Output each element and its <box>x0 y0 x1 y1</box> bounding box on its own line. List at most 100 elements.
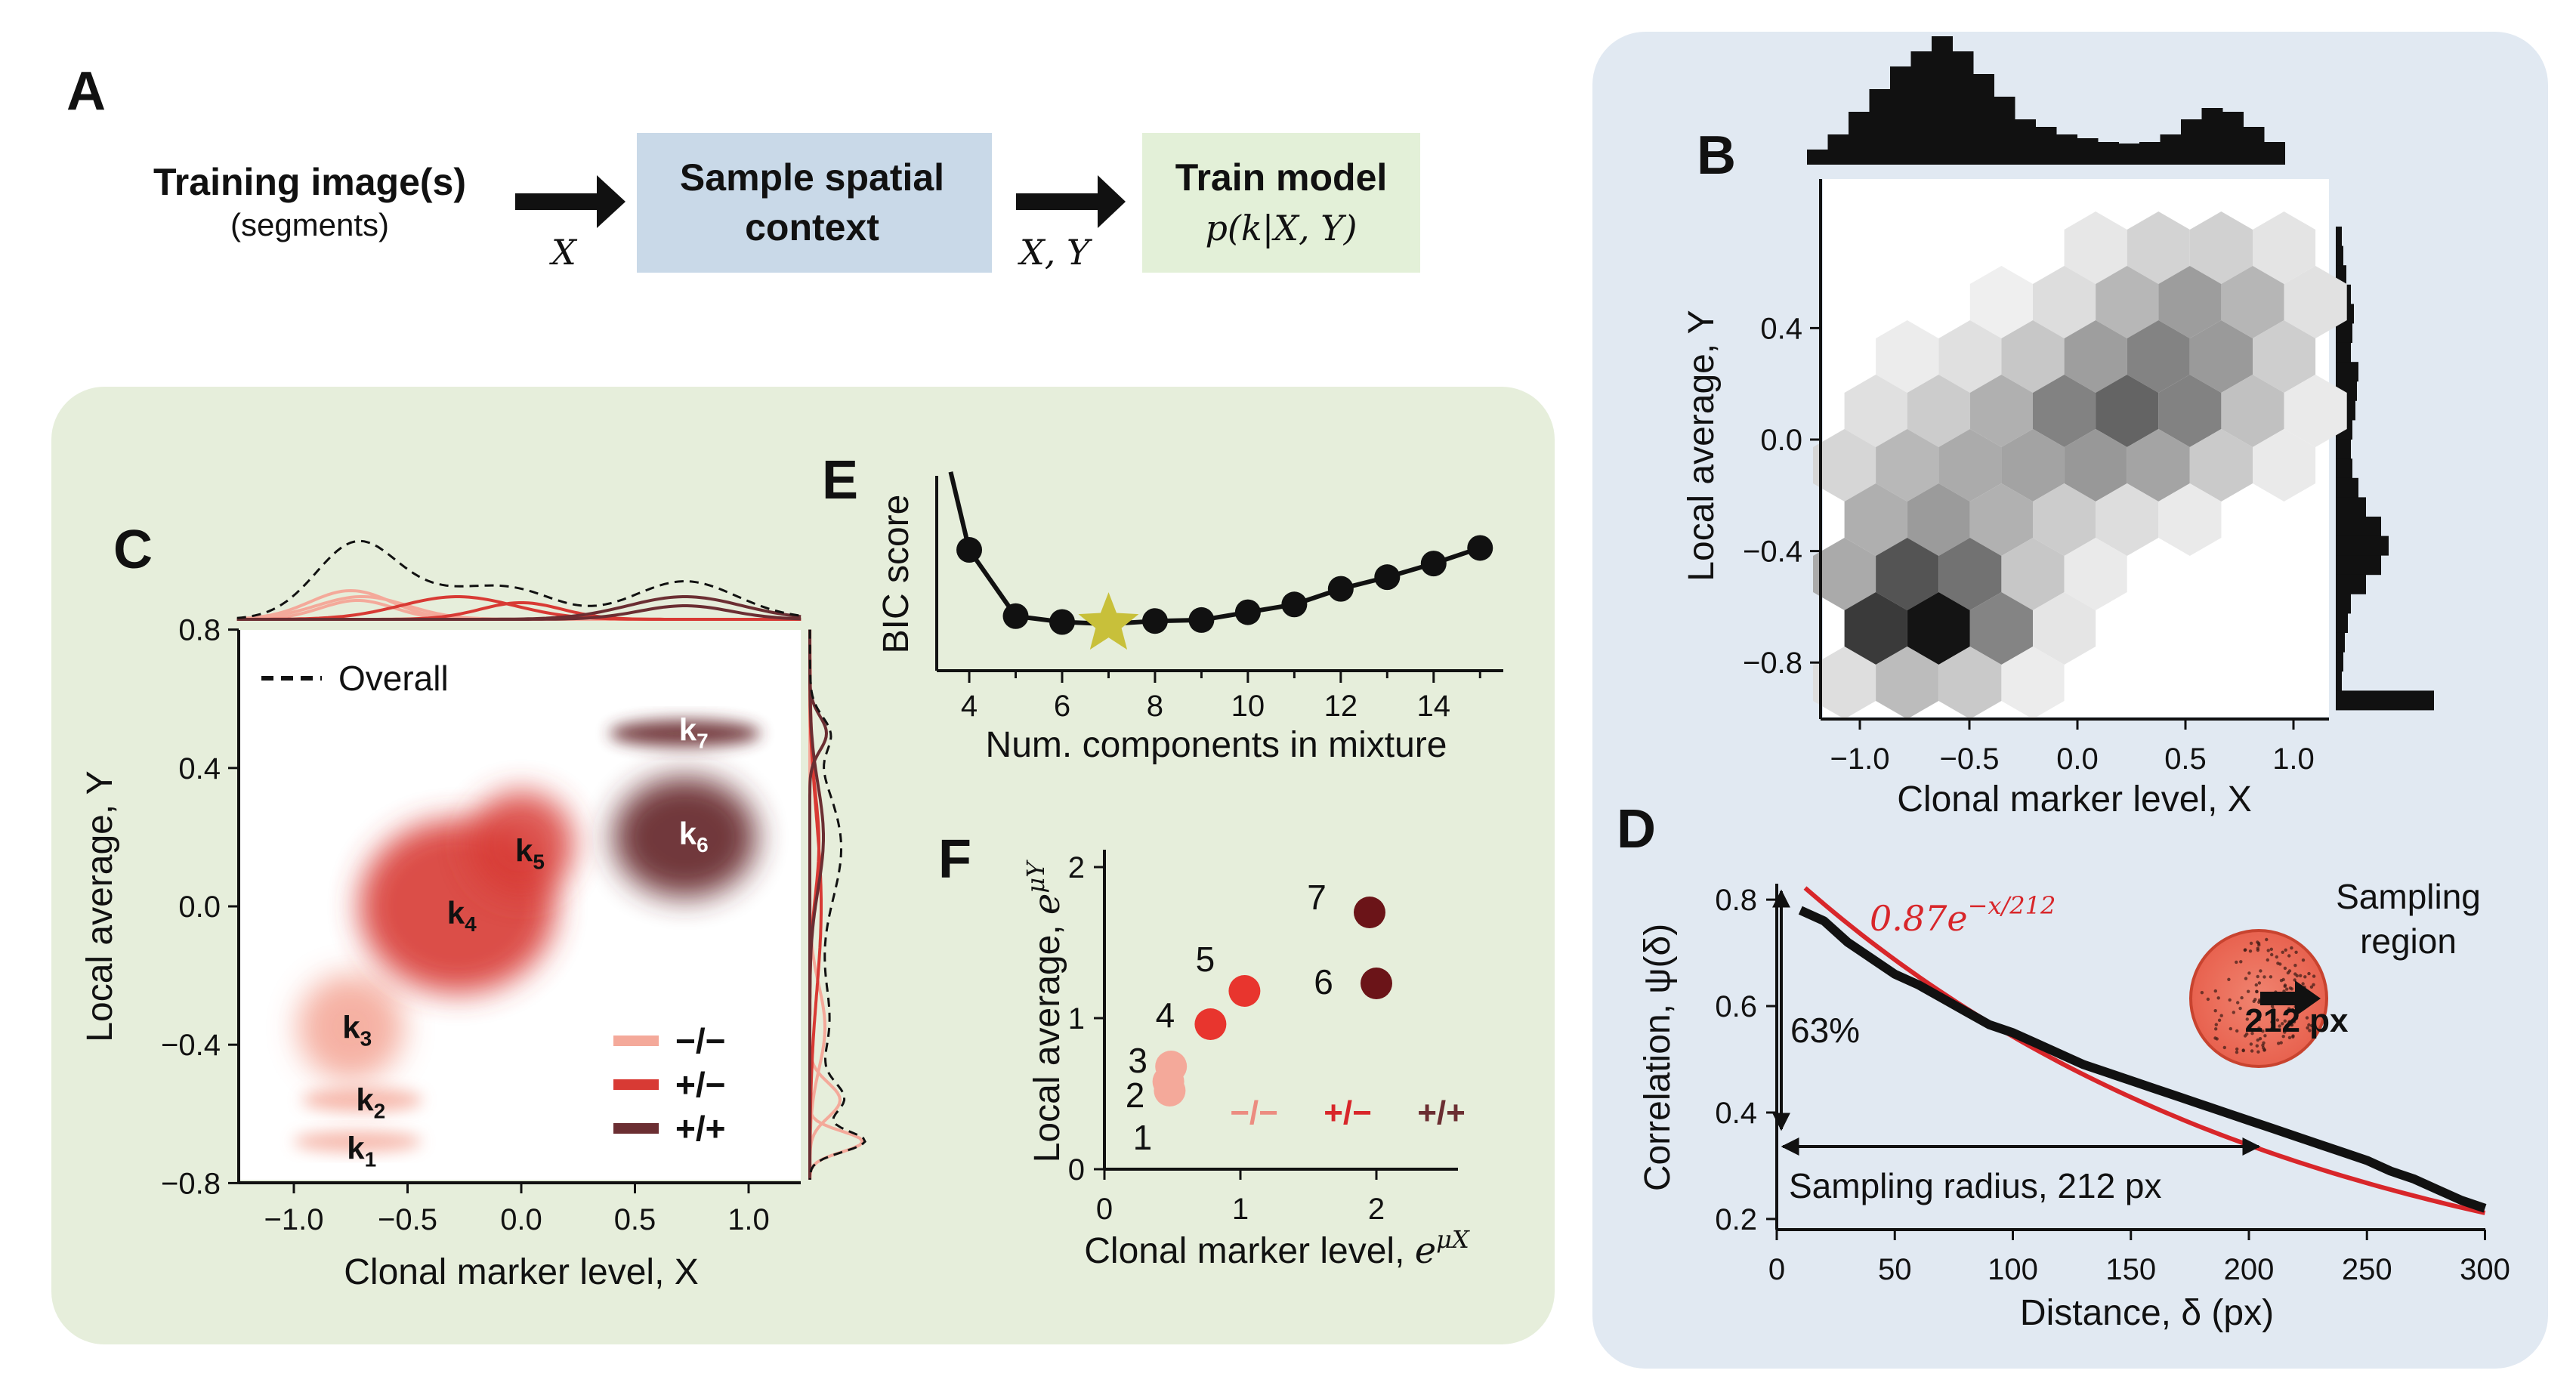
sampling-dot <box>2222 1045 2226 1050</box>
mixture-component <box>613 776 757 898</box>
top-histogram-bar <box>2077 138 2099 165</box>
sampling-dot <box>2301 958 2306 962</box>
sampling-dot <box>2270 952 2274 957</box>
sampling-dot <box>2281 1022 2284 1026</box>
sampling-dot <box>2261 1029 2265 1033</box>
bic-point <box>1002 603 1029 629</box>
top-histogram-bar <box>2035 127 2057 165</box>
hexbin-cell <box>2033 375 2096 447</box>
f-y-axis-label: Local average, eμY <box>1021 860 1068 1162</box>
d-x-tick-label: 200 <box>2224 1253 2275 1286</box>
sampling-dot <box>2257 981 2262 985</box>
right-histogram-bar <box>2336 323 2352 343</box>
d-x-tick-label: 300 <box>2460 1253 2510 1286</box>
c-right-component-curve <box>808 629 829 1180</box>
hexbin-cell <box>2284 266 2347 338</box>
hexbin-cell <box>2158 266 2222 338</box>
d-x-tick-label: 150 <box>2105 1253 2156 1286</box>
train-model-box <box>1142 133 1420 273</box>
right-histogram-bar <box>2336 536 2389 556</box>
sampling-dot <box>2213 989 2217 993</box>
e-x-tick-label: 8 <box>1147 690 1163 723</box>
sampling-dot <box>2256 1050 2260 1054</box>
sampling-dot <box>2200 991 2204 995</box>
right-histogram-bar <box>2336 652 2343 672</box>
top-histogram-bar <box>2056 134 2077 165</box>
sampling-dot <box>2294 950 2298 955</box>
hexbin-cell <box>2189 211 2253 284</box>
sampling-dot <box>2287 954 2291 958</box>
sampling-dot <box>2232 1011 2235 1014</box>
hexbin-cell <box>2189 320 2253 393</box>
panel-letter-c: C <box>113 520 153 580</box>
hexbin-cell <box>2064 538 2127 610</box>
top-histogram-bar <box>2201 108 2223 165</box>
sampling-dot <box>2247 989 2250 993</box>
hexbin-cell <box>2096 266 2159 338</box>
b-x-tick-label: 0.5 <box>2164 742 2207 776</box>
bic-point <box>1234 599 1261 625</box>
sampling-dot <box>2219 1014 2223 1017</box>
sampling-dot <box>2294 1016 2299 1020</box>
sampling-dot <box>2239 960 2243 964</box>
hexbin-cell <box>1938 647 2002 719</box>
d-correlation-plot <box>1798 886 2487 1215</box>
c-x-tick-label: 0.0 <box>500 1203 542 1236</box>
mixture-component <box>301 1088 423 1113</box>
hexbin-cell <box>2127 429 2190 502</box>
top-histogram-bar <box>1973 74 1994 165</box>
sampling-dot <box>2266 958 2269 962</box>
sampling-dot <box>2308 1029 2312 1032</box>
sampling-region-line-1: Sampling <box>2336 877 2481 916</box>
sampling-dot <box>2214 1027 2218 1031</box>
c-y-ticks: 0.8 0.4 0.0 −0.4 −0.8 <box>161 614 239 1200</box>
hexbin-cell <box>1969 592 2033 665</box>
hexbin-cell <box>2221 375 2284 447</box>
training-title: Training image(s) <box>153 161 466 203</box>
hexbin-cell <box>1907 483 1970 556</box>
sampling-dot <box>2276 961 2280 965</box>
arrow-1-label: X <box>549 232 578 273</box>
right-histogram-bar <box>2336 342 2351 363</box>
hexbin-cell <box>1938 429 2002 502</box>
sampling-dot <box>2286 971 2290 975</box>
c-x-tick-label: −1.0 <box>264 1203 324 1236</box>
sampling-dot <box>2244 977 2248 980</box>
mixture-mean-label: 2 <box>1126 1076 1145 1115</box>
c-x-tick-label: −0.5 <box>378 1203 437 1236</box>
sampling-dot <box>2269 947 2273 952</box>
mixture-mean-label: 3 <box>1128 1041 1147 1080</box>
arrow-2 <box>1016 175 1126 228</box>
mixture-mean-5 <box>1228 975 1261 1007</box>
hexbin-cell <box>2189 429 2253 502</box>
hexbin-cell <box>1813 647 1876 719</box>
bic-point <box>1188 606 1215 633</box>
b-x-tick-label: 1.0 <box>2272 742 2315 776</box>
sampling-dot <box>2269 975 2273 979</box>
sampling-region-px: 212 px <box>2245 1002 2349 1039</box>
bic-point <box>956 537 983 563</box>
sampling-dot <box>2245 1017 2249 1021</box>
hexbin-cell <box>2127 211 2190 284</box>
sampling-dot <box>2249 1042 2253 1046</box>
mixture-component <box>468 791 574 897</box>
f-legend-label: +/+ <box>1417 1094 1466 1131</box>
hexbin-cell <box>2253 211 2316 284</box>
c-x-axis-label: Clonal marker level, X <box>344 1252 699 1292</box>
c-y-tick-label: −0.8 <box>161 1167 221 1200</box>
right-histogram-bar <box>2336 477 2358 498</box>
sampling-dot <box>2283 1030 2287 1034</box>
sampling-dot <box>2299 974 2303 978</box>
c-top-component-curve <box>236 604 802 621</box>
sampling-dot <box>2241 1048 2245 1053</box>
arrow-1 <box>515 175 625 228</box>
right-histogram-bar <box>2336 497 2366 517</box>
sampling-dot <box>2307 1023 2311 1027</box>
sampling-dot <box>2247 971 2251 975</box>
exponential-fit-curve <box>1803 886 2486 1215</box>
e-x-tick-label: 6 <box>1054 690 1070 723</box>
mixture-mean-4 <box>1194 1008 1227 1040</box>
right-histogram-bar <box>2336 632 2345 653</box>
panel-letter-e: E <box>822 450 858 511</box>
